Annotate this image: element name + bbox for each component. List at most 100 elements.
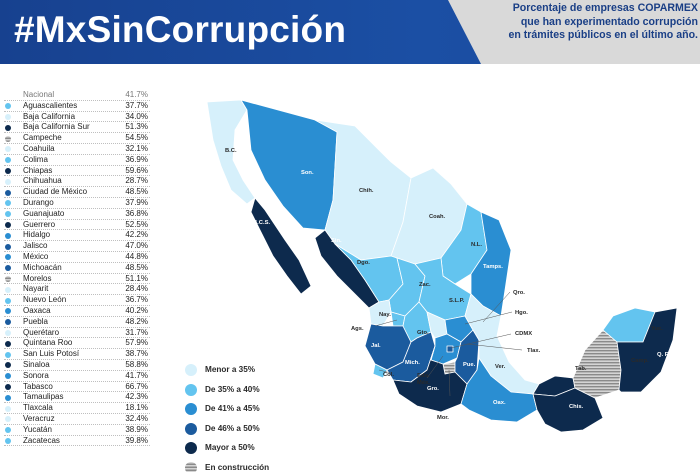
category-dot-icon xyxy=(5,200,11,207)
state-value: 48.2% xyxy=(125,316,148,326)
state-name: Tlaxcala xyxy=(23,403,53,413)
state-name: Guanajuato xyxy=(23,208,65,218)
table-row: Oaxaca 40.2% xyxy=(4,306,150,317)
legend-label: De 41% a 45% xyxy=(205,404,260,413)
table-row: Tabasco 66.7% xyxy=(4,382,150,393)
category-dot-icon xyxy=(5,330,11,337)
table-row: Campeche 54.5% xyxy=(4,133,150,144)
category-dot-icon xyxy=(5,189,11,196)
map-label-bcs: B.C.S. xyxy=(253,220,271,226)
state-value: 57.9% xyxy=(125,338,148,348)
category-dot-icon xyxy=(5,232,11,239)
map-label-slp: S.L.P. xyxy=(449,298,465,304)
state-value: 48.5% xyxy=(125,187,148,197)
category-dot-icon xyxy=(5,319,11,326)
map-label-camp: Camp. xyxy=(631,358,649,364)
state-name: Jalisco xyxy=(23,241,48,251)
state-name: Hidalgo xyxy=(23,230,51,240)
table-row: Chihuahua 28.7% xyxy=(4,176,150,188)
legend-label: De 46% a 50% xyxy=(205,423,260,433)
table-row: Baja California 34.0% xyxy=(4,112,150,123)
map-label-coah: Coah. xyxy=(429,214,446,220)
table-row: Colima 36.9% xyxy=(4,155,150,166)
table-row: Sonora 41.7% xyxy=(4,371,150,382)
state-value: 36.8% xyxy=(125,208,148,218)
state-name: Michoacán xyxy=(23,262,62,272)
table-row: Yucatán 38.9% xyxy=(4,425,150,436)
category-dot-icon xyxy=(5,438,11,444)
state-value: 58.8% xyxy=(125,359,148,369)
map-label-zac: Zac. xyxy=(419,282,431,288)
state-name: Veracruz xyxy=(23,413,55,423)
map-label-bc: B.C. xyxy=(225,148,237,154)
state-name: México xyxy=(23,251,49,261)
state-value: 18.1% xyxy=(125,403,148,413)
state-name: Morelos xyxy=(23,273,52,283)
category-dot-icon xyxy=(5,265,11,272)
category-dot-icon xyxy=(5,405,11,412)
state-name: San Luis Potosí xyxy=(23,349,80,359)
state-name: Nacional xyxy=(23,90,55,99)
table-row: Baja California Sur 51.3% xyxy=(4,122,150,134)
legend-swatch-icon xyxy=(185,422,197,435)
map-label-nay: Nay. xyxy=(379,312,391,318)
map-label-jal: Jal. xyxy=(371,343,381,349)
state-cdmx xyxy=(446,345,454,353)
category-dot-icon xyxy=(5,124,11,131)
table-row: San Luis Potosí 38.7% xyxy=(4,349,150,360)
table-row: Aguascalientes 37.7% xyxy=(4,101,150,112)
state-name: Baja California xyxy=(23,111,76,121)
state-camp xyxy=(572,329,622,399)
map-svg xyxy=(206,99,678,433)
state-value: 31.7% xyxy=(125,327,148,337)
table-row: Chiapas 59.6% xyxy=(4,166,150,177)
map-label-tamps: Tamps. xyxy=(483,264,503,270)
legend-label: De 35% a 40% xyxy=(205,384,260,394)
map-label-mor: Mor. xyxy=(437,415,449,421)
state-name: Chihuahua xyxy=(23,176,62,186)
state-name: Aguascalientes xyxy=(23,100,78,110)
state-value: 41.7% xyxy=(125,370,148,380)
state-value: 41.7% xyxy=(125,90,148,99)
map-label-cdmx: CDMX xyxy=(515,331,533,337)
legend-swatch-icon xyxy=(185,461,197,472)
state-name: Zacatecas xyxy=(23,435,60,445)
category-dot-icon xyxy=(5,286,11,293)
table-row: Durango 37.9% xyxy=(4,198,150,209)
state-name: Yucatán xyxy=(23,424,52,434)
category-dot-icon xyxy=(5,297,11,304)
category-dot-icon xyxy=(5,340,11,347)
state-name: Sinaloa xyxy=(23,359,50,369)
table-row: Sinaloa 58.8% xyxy=(4,360,150,371)
state-value: 48.5% xyxy=(125,262,148,272)
state-name: Puebla xyxy=(23,316,48,326)
category-dot-icon xyxy=(5,146,11,153)
state-name: Tamaulipas xyxy=(23,392,64,402)
table-row: Jalisco 47.0% xyxy=(4,241,150,252)
state-value: 44.8% xyxy=(125,251,148,261)
state-value: 32.1% xyxy=(125,143,148,153)
table-row: Puebla 48.2% xyxy=(4,317,150,328)
map-label-son: Son. xyxy=(301,170,314,176)
table-row: Querétaro 31.7% xyxy=(4,328,150,339)
legend-label: En construcción xyxy=(205,462,270,472)
state-chis xyxy=(532,387,604,433)
map-label-dgo: Dgo. xyxy=(357,260,370,266)
mexico-map: B.C. Son. Chih. B.C.S. Coah. Sin. Dgo. N… xyxy=(165,80,700,472)
table-row-national: Nacional 41.7% xyxy=(4,90,150,101)
category-dot-icon xyxy=(5,384,11,391)
state-table: Nacional 41.7% Aguascalientes 37.7% Baja C… xyxy=(4,90,150,447)
header-grey-band xyxy=(448,0,700,64)
state-gro xyxy=(392,345,468,413)
table-row: Veracruz 32.4% xyxy=(4,414,150,425)
state-value: 36.9% xyxy=(125,154,148,164)
state-name: Nuevo León xyxy=(23,295,67,305)
map-label-gto: Gto. xyxy=(417,330,429,336)
map-label-ver: Ver. xyxy=(495,364,506,370)
map-label-chih: Chih. xyxy=(359,188,374,194)
map-label-qroo: Q. Roo xyxy=(657,352,676,358)
category-dot-icon xyxy=(5,394,11,401)
category-dot-icon xyxy=(5,427,11,434)
state-value: 51.3% xyxy=(125,122,148,132)
state-value: 37.9% xyxy=(125,197,148,207)
